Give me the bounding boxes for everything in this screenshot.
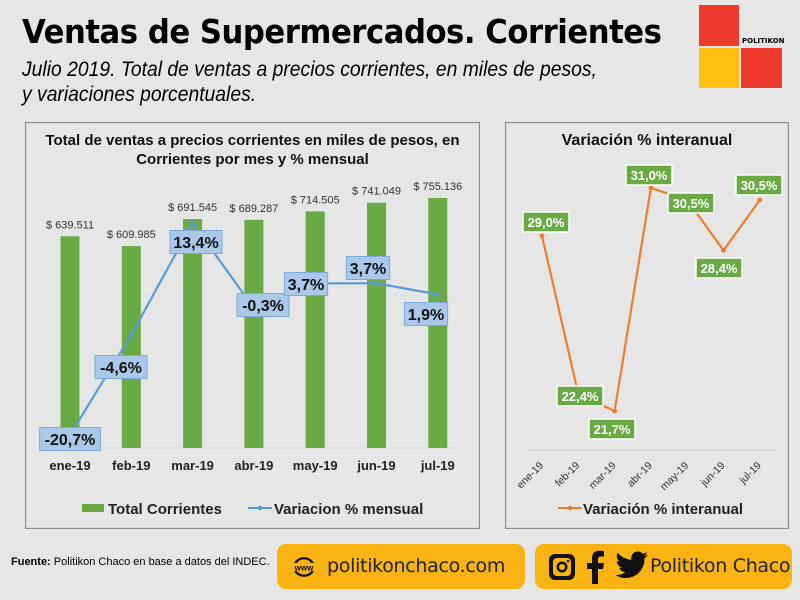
line-point-variacion-interanual: [539, 233, 545, 239]
social-handle[interactable]: Politikon Chaco: [650, 555, 791, 577]
facebook-icon[interactable]: [585, 550, 605, 584]
source-note: Fuente: Politikon Chaco en base a datos …: [11, 556, 270, 568]
interannual-chart-title: Variación % interanual: [561, 132, 733, 149]
line-value-label: 21,7%: [594, 422, 631, 437]
x-tick-label: mar-19: [587, 460, 619, 492]
line-label-box: [588, 418, 636, 440]
interannual-chart: 29,0% 22,4% 21,7% 31,0% 30,5% 28,4% 30,5% ene-1…: [515, 164, 783, 518]
social-links: Politikon Chaco: [535, 544, 792, 589]
line-value-label: -0,3%: [242, 298, 284, 315]
line-label-box: [625, 164, 673, 186]
line-value-label: -20,7%: [45, 432, 96, 449]
x-tick-label: jul-19: [737, 460, 764, 487]
logo-square-red-bottom: [741, 48, 782, 88]
www-icon-text: www: [294, 564, 314, 573]
line-label-box: [345, 256, 391, 280]
logo-text: POLITIKON: [742, 37, 785, 45]
line-point-variacion-mensual: [190, 220, 195, 226]
bar-value-label: $ 755.136: [413, 181, 462, 193]
line-variacion-interanual: [540, 186, 761, 413]
source-text: Politikon Chaco en base a datos del INDE…: [50, 556, 270, 568]
legend-marker-variacion-mensual: [257, 505, 263, 511]
line-value-label: 13,4%: [173, 235, 218, 252]
line-label-box: [522, 211, 570, 233]
line-value-label: 3,7%: [288, 277, 324, 294]
bar-value-label: $ 714.505: [291, 194, 340, 206]
line-point-variacion-mensual: [435, 292, 440, 297]
line-point-variacion-mensual: [374, 281, 379, 286]
monthly-sales-chart-title: Total de ventas a precios corrientes en …: [45, 132, 460, 168]
line-value-label: 1,9%: [408, 307, 444, 324]
line-label-box: [236, 293, 290, 317]
line-label-box: [695, 257, 743, 279]
website-url[interactable]: politikonchaco.com: [327, 555, 506, 577]
x-tick-label: jun-19: [698, 460, 728, 490]
x-tick-label: feb-19: [553, 460, 583, 490]
www-globe-icon: www: [294, 557, 314, 577]
line-label-box: [667, 192, 715, 214]
twitter-icon[interactable]: [615, 551, 649, 581]
bar-value-label: $ 689.287: [229, 203, 278, 215]
bar-value-label: $ 639.511: [46, 219, 94, 231]
legend-swatch-total-corrientes: [82, 504, 104, 512]
instagram-icon[interactable]: [547, 552, 577, 582]
monthly-sales-chart-panel: Total de ventas a precios corrientes en …: [25, 122, 480, 529]
page-subtitle: Julio 2019. Total de ventas a precios co…: [22, 58, 597, 106]
monthly-sales-chart: $ 639.511 $ 609.985 $ 691.545 $ 689.287 $ 71…: [39, 181, 462, 518]
line-point-variacion-interanual: [612, 408, 617, 414]
line-point-variacion-interanual: [721, 247, 726, 253]
line-value-label: 30,5%: [673, 196, 710, 211]
bar-total-corrientes: [121, 246, 141, 448]
line-value-label: 31,0%: [631, 168, 668, 183]
logo-square-red-top: [699, 5, 739, 46]
bar-total-corrientes: [244, 219, 264, 448]
line-value-label: -4,6%: [100, 360, 142, 377]
x-tick-label: abr-19: [625, 460, 655, 490]
source-label: Fuente:: [11, 556, 51, 568]
bar-total-corrientes: [367, 202, 386, 448]
line-label-box: [556, 385, 604, 407]
legend-label-variacion-mensual: Variacion % mensual: [274, 501, 423, 518]
line-value-label: 29,0%: [528, 215, 565, 230]
x-tick-label: ene-19: [49, 458, 90, 473]
line-label-box: [169, 230, 223, 254]
line-value-label: 28,4%: [701, 261, 738, 276]
line-value-label: 22,4%: [562, 389, 599, 404]
line-point-variacion-interanual: [648, 185, 654, 191]
bar-total-corrientes: [60, 236, 80, 448]
website-link[interactable]: www politikonchaco.com: [277, 544, 525, 589]
bar-total-corrientes: [183, 219, 203, 448]
interannual-chart-panel: Variación % interanual 29,0% 22,4% 21,7% 31…: [505, 122, 789, 529]
line-label-box: [39, 427, 101, 451]
line-value-label: 30,5%: [741, 178, 778, 193]
bar-value-label: $ 691.545: [168, 202, 217, 214]
x-tick-label: mar-19: [171, 458, 214, 473]
logo-square-yellow: [699, 48, 739, 88]
page-title: Ventas de Supermercados. Corrientes: [22, 12, 662, 51]
x-tick-label: jul-19: [420, 458, 455, 473]
line-label-box: [403, 302, 449, 326]
line-label-box: [735, 174, 783, 196]
x-tick-label: ene-19: [515, 460, 547, 492]
line-value-label: 3,7%: [350, 261, 386, 278]
legend-marker-variacion-interanual: [567, 505, 573, 511]
line-point-variacion-mensual: [129, 332, 134, 338]
bar-value-label: $ 741.049: [352, 186, 401, 198]
bar-total-corrientes: [305, 211, 325, 448]
x-tick-label: may-19: [658, 460, 691, 493]
legend-label-variacion-interanual: Variación % interanual: [583, 501, 743, 518]
x-tick-label: jun-19: [356, 458, 395, 473]
x-tick-label: may-19: [293, 458, 338, 473]
line-point-variacion-interanual: [757, 197, 763, 203]
bar-value-label: $ 609.985: [107, 229, 156, 241]
line-label-box: [283, 272, 329, 296]
x-tick-label: abr-19: [234, 458, 273, 473]
x-tick-label: feb-19: [112, 458, 150, 473]
legend-label-total-corrientes: Total Corrientes: [108, 501, 222, 518]
line-label-box: [94, 355, 148, 379]
